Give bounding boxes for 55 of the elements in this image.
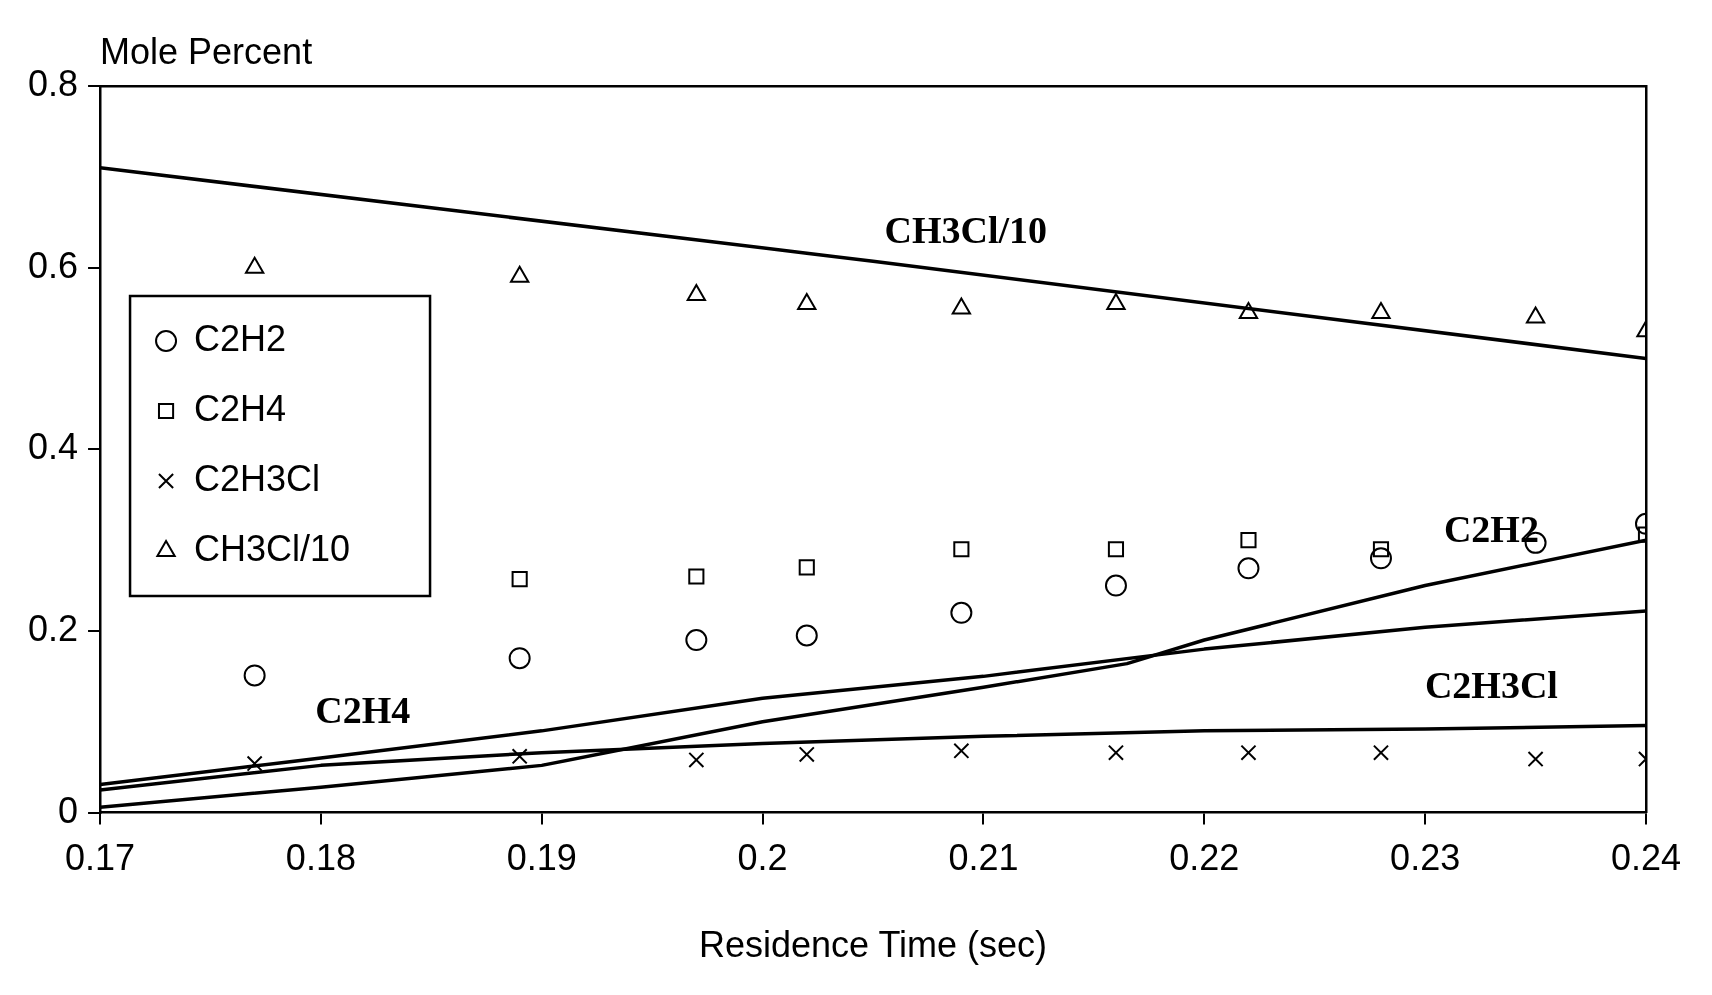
point xyxy=(1107,541,1125,558)
point xyxy=(244,256,265,274)
y-tick-label: 0 xyxy=(58,789,79,831)
y-tick-label: 0.2 xyxy=(28,607,79,649)
x-tick-label: 0.2 xyxy=(737,837,788,879)
y-tick-label: 0.4 xyxy=(28,426,79,468)
x-axis-title: Residence Time (sec) xyxy=(698,924,1048,966)
y-tick-label: 0.8 xyxy=(28,62,79,104)
point xyxy=(246,755,263,772)
point xyxy=(510,265,530,283)
series-label: CH3Cl/10 xyxy=(884,208,1048,251)
x-tick-label: 0.22 xyxy=(1169,837,1240,879)
legend-label: CH3Cl/10 xyxy=(194,527,351,569)
point xyxy=(951,297,972,315)
point xyxy=(1372,744,1390,761)
point xyxy=(1371,302,1391,320)
series-label: C2H2 xyxy=(1443,507,1539,550)
point xyxy=(1106,292,1126,310)
point xyxy=(243,664,266,687)
point xyxy=(797,292,817,310)
legend-label: C2H4 xyxy=(194,387,287,429)
point xyxy=(798,559,815,576)
legend-label: C2H2 xyxy=(194,317,287,359)
point xyxy=(508,647,531,670)
point xyxy=(1237,557,1260,580)
point xyxy=(1107,744,1125,761)
point xyxy=(1104,574,1127,597)
point xyxy=(1240,532,1257,549)
x-tick-label: 0.18 xyxy=(285,837,356,879)
x-tick-label: 0.21 xyxy=(948,837,1019,879)
x-tick-label: 0.19 xyxy=(506,837,577,879)
y-tick-label: 0.6 xyxy=(28,244,79,286)
point xyxy=(688,568,705,585)
y-axis-title: Mole Percent xyxy=(100,30,313,72)
point xyxy=(953,541,970,558)
legend-label: C2H3Cl xyxy=(194,457,321,499)
point xyxy=(1240,744,1257,761)
point xyxy=(1238,302,1259,320)
x-tick-label: 0.23 xyxy=(1390,837,1461,879)
x-tick-label: 0.17 xyxy=(65,837,136,879)
point xyxy=(1527,750,1544,768)
point xyxy=(953,742,970,759)
point xyxy=(798,746,815,763)
x-tick-label: 0.24 xyxy=(1610,837,1682,879)
point xyxy=(795,624,818,647)
point xyxy=(686,283,706,301)
point xyxy=(511,748,528,765)
point xyxy=(1369,547,1392,570)
point xyxy=(511,571,528,588)
point xyxy=(1525,306,1546,324)
point xyxy=(685,629,708,652)
point xyxy=(950,601,973,624)
point xyxy=(688,751,705,768)
series-label: C2H4 xyxy=(315,688,411,731)
series-label: C2H3Cl xyxy=(1424,663,1558,706)
